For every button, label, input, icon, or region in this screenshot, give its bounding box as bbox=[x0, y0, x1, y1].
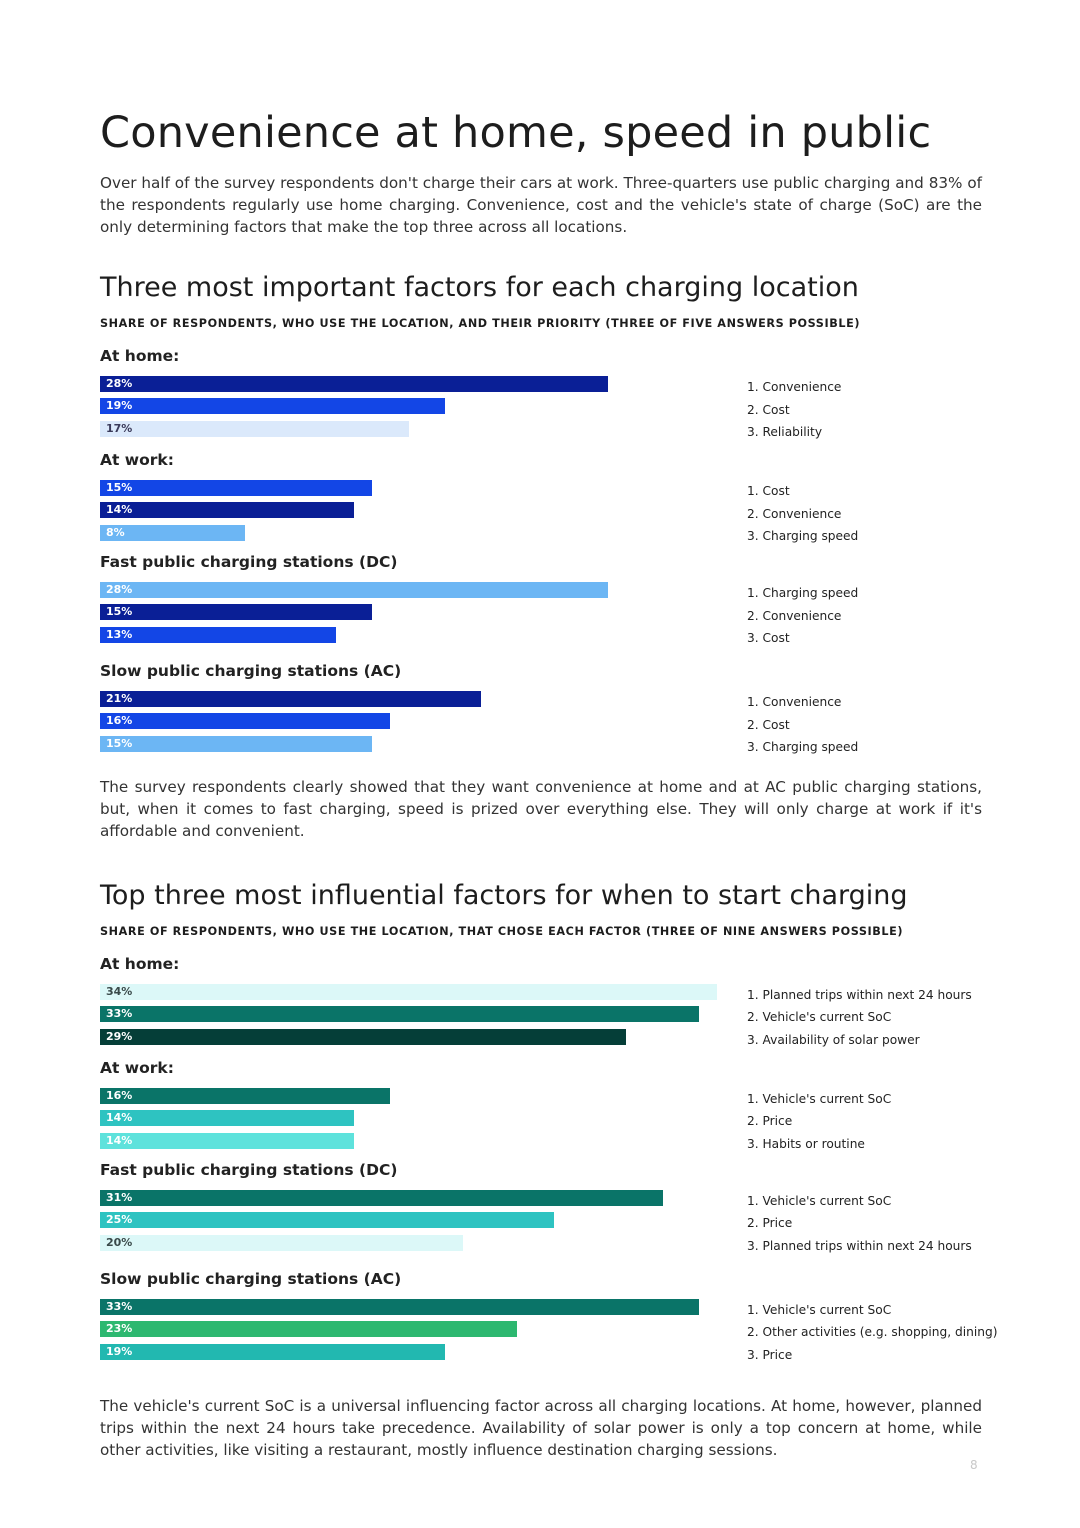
bar: 33% bbox=[100, 1006, 699, 1022]
factor-label: 3. Cost bbox=[747, 631, 790, 645]
bar: 31% bbox=[100, 1190, 663, 1206]
bar: 33% bbox=[100, 1299, 699, 1315]
bar-value-label: 14% bbox=[106, 1134, 133, 1147]
bar-value-label: 14% bbox=[106, 1111, 133, 1124]
factor-label: 1. Convenience bbox=[747, 695, 842, 709]
bar-value-label: 14% bbox=[106, 503, 133, 516]
group-label: At home: bbox=[100, 955, 180, 973]
factor-label: 1. Vehicle's current SoC bbox=[747, 1194, 892, 1208]
bar: 15% bbox=[100, 480, 372, 496]
bar: 19% bbox=[100, 1344, 445, 1360]
group-label: Fast public charging stations (DC) bbox=[100, 553, 398, 571]
intro-paragraph: Over half of the survey respondents don'… bbox=[100, 174, 982, 236]
page-number: 8 bbox=[970, 1458, 978, 1472]
factor-label: 2. Convenience bbox=[747, 609, 842, 623]
factor-label: 1. Planned trips within next 24 hours bbox=[747, 988, 972, 1002]
bar: 14% bbox=[100, 502, 354, 518]
group-label: Slow public charging stations (AC) bbox=[100, 662, 402, 680]
bar-value-label: 19% bbox=[106, 399, 133, 412]
bar-value-label: 13% bbox=[106, 628, 133, 641]
factor-label: 3. Availability of solar power bbox=[747, 1033, 920, 1047]
factor-label: 1. Cost bbox=[747, 484, 790, 498]
bar: 16% bbox=[100, 1088, 390, 1104]
bar: 14% bbox=[100, 1110, 354, 1126]
bar-value-label: 33% bbox=[106, 1007, 133, 1020]
chart-2-subtitle: SHARE OF RESPONDENTS, WHO USE THE LOCATI… bbox=[100, 925, 904, 938]
page-title: Convenience at home, speed in public bbox=[100, 108, 932, 158]
bar-value-label: 21% bbox=[106, 692, 133, 705]
factor-label: 3. Charging speed bbox=[747, 529, 859, 543]
bar-value-label: 16% bbox=[106, 1089, 133, 1102]
factor-label: 1. Charging speed bbox=[747, 586, 859, 600]
factor-label: 2. Other activities (e.g. shopping, dini… bbox=[747, 1325, 998, 1339]
bar-value-label: 15% bbox=[106, 481, 133, 494]
bar: 25% bbox=[100, 1212, 554, 1228]
factor-label: 3. Habits or routine bbox=[747, 1137, 865, 1151]
group-label: Slow public charging stations (AC) bbox=[100, 1270, 402, 1288]
bar: 14% bbox=[100, 1133, 354, 1149]
bar-value-label: 25% bbox=[106, 1213, 133, 1226]
factor-label: 2. Price bbox=[747, 1114, 793, 1128]
bar-value-label: 31% bbox=[106, 1191, 133, 1204]
bar-value-label: 15% bbox=[106, 605, 133, 618]
bar: 19% bbox=[100, 398, 445, 414]
group-label: At home: bbox=[100, 347, 180, 365]
bar: 15% bbox=[100, 604, 372, 620]
factor-label: 3. Charging speed bbox=[747, 740, 859, 754]
bar-value-label: 28% bbox=[106, 583, 133, 596]
bar-value-label: 15% bbox=[106, 737, 133, 750]
bar: 29% bbox=[100, 1029, 626, 1045]
factor-label: 1. Convenience bbox=[747, 380, 842, 394]
factor-label: 2. Price bbox=[747, 1216, 793, 1230]
factor-label: 2. Cost bbox=[747, 718, 790, 732]
bar: 16% bbox=[100, 713, 390, 729]
closing-paragraph: The vehicle's current SoC is a universal… bbox=[100, 1397, 982, 1459]
factor-label: 3. Reliability bbox=[747, 425, 823, 439]
bar: 34% bbox=[100, 984, 717, 1000]
group-label: Fast public charging stations (DC) bbox=[100, 1161, 398, 1179]
bar-value-label: 33% bbox=[106, 1300, 133, 1313]
bar: 15% bbox=[100, 736, 372, 752]
bar: 17% bbox=[100, 421, 409, 437]
factor-label: 3. Price bbox=[747, 1348, 793, 1362]
bar-value-label: 8% bbox=[106, 526, 125, 539]
factor-label: 2. Convenience bbox=[747, 507, 842, 521]
bar: 13% bbox=[100, 627, 336, 643]
bar-value-label: 34% bbox=[106, 985, 133, 998]
bar: 23% bbox=[100, 1321, 517, 1337]
bar-value-label: 19% bbox=[106, 1345, 133, 1358]
factor-label: 3. Planned trips within next 24 hours bbox=[747, 1239, 972, 1253]
bar: 28% bbox=[100, 582, 608, 598]
bar-value-label: 16% bbox=[106, 714, 133, 727]
bar: 28% bbox=[100, 376, 608, 392]
bar-value-label: 29% bbox=[106, 1030, 133, 1043]
chart-1-subtitle: SHARE OF RESPONDENTS, WHO USE THE LOCATI… bbox=[100, 317, 861, 330]
bar-value-label: 28% bbox=[106, 377, 133, 390]
factor-label: 1. Vehicle's current SoC bbox=[747, 1303, 892, 1317]
chart-1-title: Three most important factors for each ch… bbox=[100, 272, 859, 303]
bar-value-label: 20% bbox=[106, 1236, 133, 1249]
factor-label: 1. Vehicle's current SoC bbox=[747, 1092, 892, 1106]
group-label: At work: bbox=[100, 451, 174, 469]
bar-value-label: 17% bbox=[106, 422, 133, 435]
bar-value-label: 23% bbox=[106, 1322, 133, 1335]
chart-2-title: Top three most influential factors for w… bbox=[100, 880, 908, 911]
group-label: At work: bbox=[100, 1059, 174, 1077]
factor-label: 2. Vehicle's current SoC bbox=[747, 1010, 892, 1024]
middle-paragraph: The survey respondents clearly showed th… bbox=[100, 778, 982, 840]
bar: 20% bbox=[100, 1235, 463, 1251]
factor-label: 2. Cost bbox=[747, 403, 790, 417]
bar: 21% bbox=[100, 691, 481, 707]
bar: 8% bbox=[100, 525, 245, 541]
